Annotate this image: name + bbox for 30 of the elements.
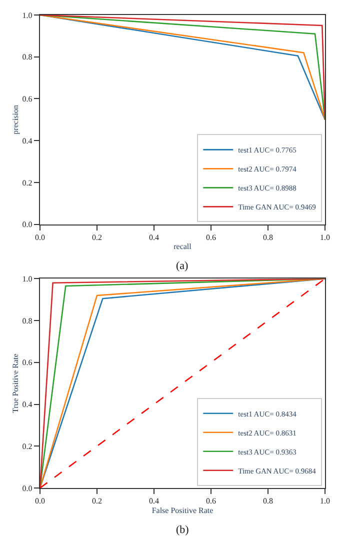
text: (b) [176,524,190,536]
y-tick-label: 0.2 [22,442,32,451]
x-tick-label: 0.0 [35,496,45,506]
text: (a) [176,260,189,272]
y-axis-title: True Positive Rate [11,353,20,413]
y-tick-label: 0.6 [22,358,32,368]
y-tick-label: 0.0 [22,220,32,230]
y-tick-label: 1.0 [22,10,32,20]
y-tick-label: 0.2 [22,178,32,188]
y-tick-label: 0.8 [22,316,32,326]
x-tick-label: 0.4 [149,496,159,506]
x-tick-label: 0.0 [35,233,45,242]
y-tick-label: 1.0 [22,274,32,284]
x-axis-title: False Positive Rate [152,506,214,515]
y-tick-label: 0.4 [22,400,32,410]
y-axis-title: precision [11,104,20,134]
x-tick-label: 1.0 [320,233,330,242]
y-tick-label: 0.0 [22,484,32,493]
x-axis-title: recall [174,242,192,252]
x-tick-label: 0.4 [149,233,159,242]
x-tick-label: 0.6 [206,496,216,506]
x-tick-label: 0.8 [263,233,273,242]
y-tick-label: 0.6 [22,94,32,104]
y-tick-label: 0.8 [22,52,32,62]
x-tick-label: 0.2 [92,233,102,242]
x-tick-label: 0.6 [206,233,216,242]
x-tick-label: 0.2 [92,496,102,506]
x-tick-label: 0.8 [263,496,273,506]
y-tick-label: 0.4 [22,136,32,146]
x-tick-label: 1.0 [320,496,330,506]
